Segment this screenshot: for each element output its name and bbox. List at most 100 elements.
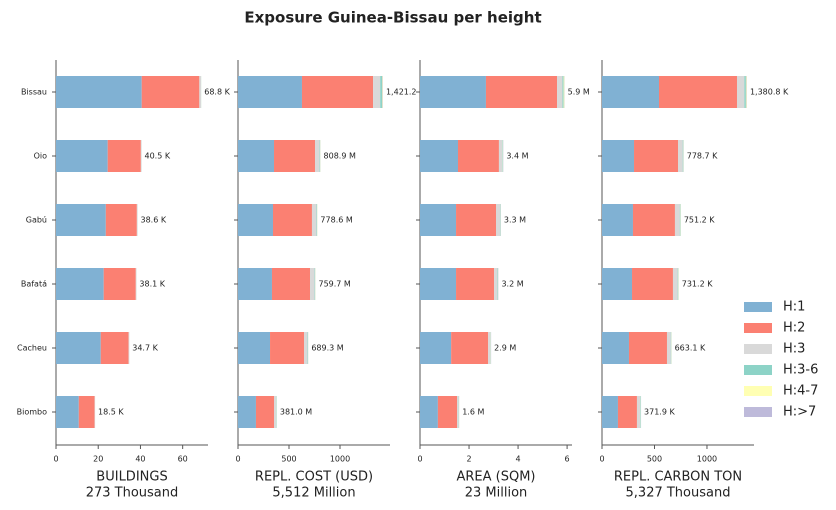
x-tick-label: 0 — [599, 455, 604, 464]
x-tick-label: 20 — [93, 455, 103, 464]
bar-segment — [373, 76, 381, 108]
total-label: 381.0 M — [280, 408, 312, 417]
total-label: 751.2 K — [684, 216, 715, 225]
legend-swatch — [744, 344, 772, 354]
total-label: 5.9 M — [568, 88, 590, 97]
total-label: 3.3 M — [504, 216, 526, 225]
bar-segment — [562, 76, 564, 108]
bar-segment — [140, 140, 142, 172]
legend-label: H:2 — [783, 321, 805, 336]
bar-segment — [494, 268, 498, 300]
x-tick-label: 40 — [135, 455, 145, 464]
bar-segment — [456, 204, 496, 236]
legend-label: H:4-7 — [783, 384, 818, 399]
bar-segment — [420, 76, 486, 108]
bar-segment — [602, 268, 633, 300]
bar-segment — [670, 332, 672, 364]
bar-segment — [682, 140, 684, 172]
bar-segment — [135, 268, 137, 300]
total-label: 1,380.8 K — [750, 88, 789, 97]
bar-segment — [437, 396, 458, 428]
legend-swatch — [744, 302, 772, 312]
bar-segment — [745, 76, 747, 108]
bar-segment — [307, 332, 309, 364]
bar-segment — [271, 268, 311, 300]
bar-segment — [238, 204, 273, 236]
y-tick-label: Biombo — [17, 408, 47, 417]
bar-segment — [136, 204, 138, 236]
bar-segment — [316, 204, 318, 236]
x-tick-label: 500 — [647, 455, 662, 464]
bar-segment — [274, 140, 316, 172]
total-label: 3.2 M — [501, 280, 523, 289]
total-label: 663.1 K — [675, 344, 706, 353]
x-axis-total: 23 Million — [465, 486, 528, 501]
bar-segment — [310, 268, 315, 300]
x-tick-label: 6 — [565, 455, 570, 464]
bar-segment — [659, 76, 737, 108]
bar-segment — [301, 76, 374, 108]
bar-segment — [314, 268, 316, 300]
bar-segment — [56, 204, 106, 236]
bar-segment — [636, 396, 641, 428]
bar-segment — [56, 396, 79, 428]
bar-segment — [380, 76, 383, 108]
x-axis-label: REPL. CARBON TON — [614, 470, 742, 485]
total-label: 18.5 K — [98, 408, 124, 417]
bar-segment — [420, 332, 452, 364]
bar-segment — [666, 332, 671, 364]
bar-segment — [141, 76, 200, 108]
bar-segment — [674, 204, 680, 236]
bar-segment — [238, 140, 275, 172]
total-label: 778.7 K — [687, 152, 718, 161]
legend-label: H:3 — [783, 342, 805, 357]
total-label: 1,421.2 — [386, 88, 417, 97]
bar-segment — [744, 76, 746, 108]
x-axis-total: 273 Thousand — [86, 486, 179, 501]
total-label: 40.5 K — [145, 152, 171, 161]
bar-segment — [456, 268, 495, 300]
bar-segment — [56, 332, 101, 364]
bar-segment — [420, 204, 457, 236]
y-tick-label: Cacheu — [17, 344, 47, 353]
x-tick-label: 60 — [178, 455, 188, 464]
bar-segment — [563, 76, 565, 108]
bar-segment — [100, 332, 129, 364]
x-axis-total: 5,512 Million — [272, 486, 355, 501]
total-label: 68.8 K — [204, 88, 230, 97]
total-label: 808.9 M — [324, 152, 356, 161]
bar-segment — [634, 140, 678, 172]
x-tick-label: 2 — [466, 455, 471, 464]
bar-segment — [678, 140, 683, 172]
y-tick-label: Gabú — [26, 216, 47, 225]
y-tick-label: Oio — [34, 152, 48, 161]
legend-label: H:>7 — [783, 405, 816, 420]
legend-swatch — [744, 323, 772, 333]
bar-segment — [420, 396, 438, 428]
bar-segment — [56, 76, 142, 108]
bar-segment — [255, 396, 275, 428]
y-tick-label: Bafatá — [21, 280, 47, 289]
bar-segment — [602, 76, 659, 108]
bar-segment — [602, 332, 629, 364]
bar-segment — [270, 332, 305, 364]
x-axis-label: BUILDINGS — [96, 470, 167, 485]
bar-segment — [105, 204, 137, 236]
bar-segment — [498, 140, 503, 172]
bar-segment — [238, 76, 302, 108]
total-label: 2.9 M — [494, 344, 516, 353]
bar-segment — [458, 140, 499, 172]
bar-segment — [420, 268, 457, 300]
bar-segment — [238, 268, 272, 300]
legend-swatch — [744, 407, 772, 417]
total-label: 34.7 K — [132, 344, 158, 353]
bar-segment — [451, 332, 489, 364]
total-label: 1.6 M — [462, 408, 484, 417]
bar-segment — [420, 140, 458, 172]
x-axis-total: 5,327 Thousand — [626, 486, 731, 501]
chart-title: Exposure Guinea-Bissau per height — [244, 9, 541, 27]
bar-segment — [677, 268, 679, 300]
total-label: 689.3 M — [311, 344, 343, 353]
x-tick-label: 1000 — [697, 455, 717, 464]
